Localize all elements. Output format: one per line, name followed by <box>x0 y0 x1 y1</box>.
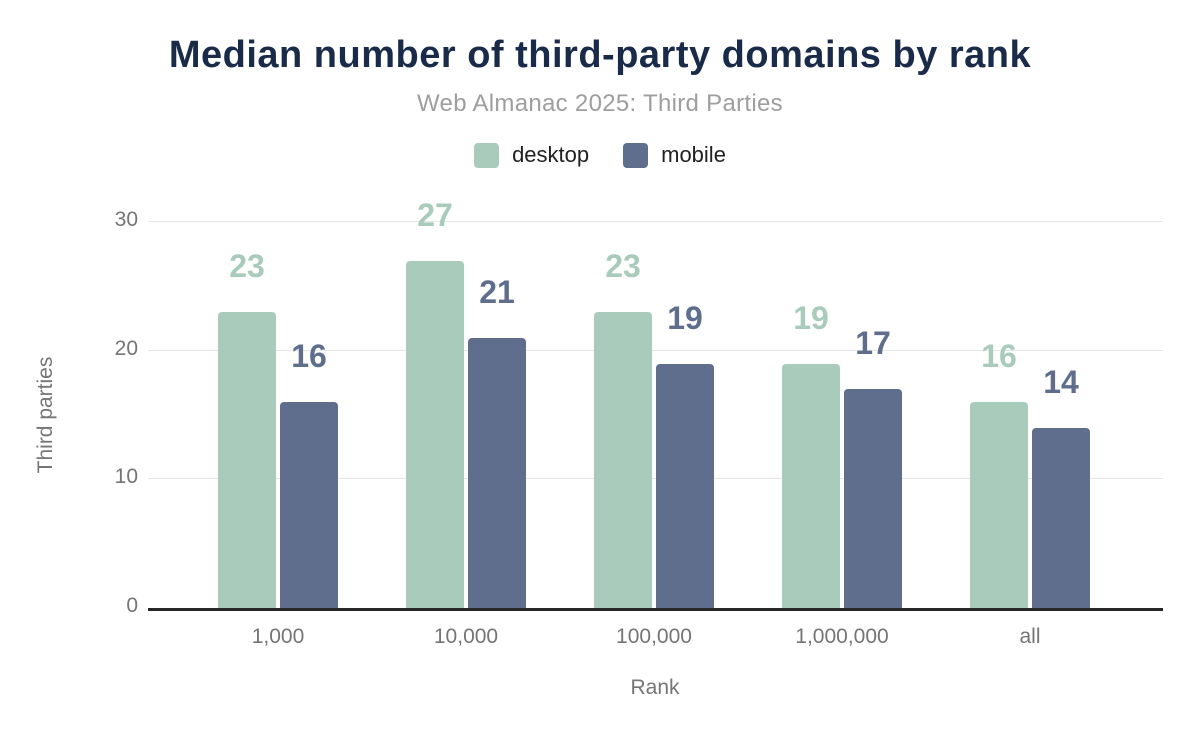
bar-group-1,000: 23 16 <box>218 222 338 608</box>
bar-group-all: 16 14 <box>970 222 1090 608</box>
bar-desktop-1,000,000[interactable] <box>782 363 840 608</box>
plot-area: 0 10 20 30 23 16 1,000 27 21 10,000 23 19 100,000 19 1… <box>115 199 1163 647</box>
bar-mobile-all[interactable] <box>1032 427 1090 608</box>
gridline-y10 <box>148 478 1163 480</box>
bar-desktop-all[interactable] <box>970 402 1028 608</box>
bar-group-10,000: 27 21 <box>406 199 526 608</box>
bar-label-mobile-100,000: 19 <box>667 299 703 336</box>
x-tick-label-all: all <box>1019 625 1041 648</box>
bar-label-desktop-1,000,000: 19 <box>793 299 829 336</box>
y-tick-label-0: 0 <box>126 594 138 617</box>
bar-mobile-1,000,000[interactable] <box>844 389 902 608</box>
legend: desktop mobile <box>0 142 1200 168</box>
bar-mobile-10,000[interactable] <box>468 337 526 608</box>
bar-label-desktop-1,000: 23 <box>229 248 265 285</box>
y-tick-label-30: 30 <box>114 208 138 231</box>
bar-desktop-100,000[interactable] <box>594 312 652 608</box>
x-tick-label-1,000: 1,000 <box>251 625 305 648</box>
bar-group-1,000,000: 19 17 <box>782 222 902 608</box>
bar-label-mobile-1,000: 16 <box>291 338 327 375</box>
bar-label-mobile-1,000,000: 17 <box>855 325 891 362</box>
x-tick-label-1,000,000: 1,000,000 <box>795 625 889 648</box>
chart-title: Median number of third-party domains by … <box>168 34 1032 76</box>
bar-label-mobile-all: 14 <box>1043 363 1079 400</box>
legend-label: desktop <box>512 142 590 167</box>
legend-item-mobile[interactable]: mobile <box>623 142 726 168</box>
bar-desktop-10,000[interactable] <box>406 260 464 608</box>
bar-mobile-1,000[interactable] <box>280 402 338 608</box>
bar-label-desktop-10,000: 27 <box>417 196 453 233</box>
legend-swatch-icon <box>623 142 649 168</box>
bar-label-desktop-all: 16 <box>981 338 1017 375</box>
bar-group-100,000: 23 19 <box>594 222 714 608</box>
x-axis-title: Rank <box>630 676 680 699</box>
chart-subtitle: Web Almanac 2025: Third Parties <box>417 90 783 117</box>
bar-label-mobile-10,000: 21 <box>479 273 515 310</box>
legend-swatch-icon <box>474 142 500 168</box>
bar-mobile-100,000[interactable] <box>656 363 714 608</box>
y-axis-title: Third parties <box>34 356 57 474</box>
x-tick-label-10,000: 10,000 <box>433 625 499 648</box>
bar-desktop-1,000[interactable] <box>218 312 276 608</box>
x-tick-label-100,000: 100,000 <box>616 625 692 648</box>
y-tick-label-20: 20 <box>114 336 138 360</box>
y-tick-label-10: 10 <box>114 465 138 489</box>
legend-item-desktop[interactable]: desktop <box>474 142 589 168</box>
gridline-y30 <box>148 221 1163 222</box>
legend-label: mobile <box>661 142 726 167</box>
gridline-y20 <box>148 349 1163 351</box>
bar-label-desktop-100,000: 23 <box>605 248 641 285</box>
